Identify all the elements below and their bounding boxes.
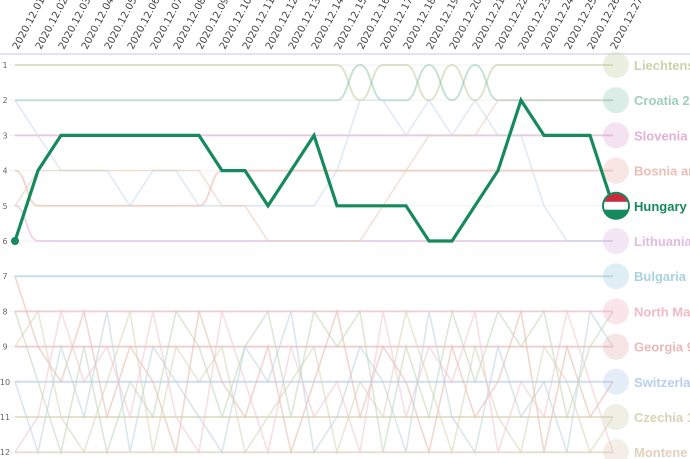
country-label-switzerland: Switzerla: [634, 375, 690, 390]
country-badge-lithuania: [603, 228, 629, 254]
rank-tick-label: 7: [2, 272, 7, 281]
rank-tick-label: 10: [0, 378, 10, 387]
country-label-georgia: Georgia 9: [634, 340, 690, 355]
background-series-layer: [14, 63, 614, 456]
country-label-lithuania: Lithuania: [634, 234, 690, 249]
background-line: [14, 308, 614, 456]
country-badge-north-macedonia: [603, 298, 629, 325]
country-badge-croatia: [603, 87, 629, 114]
country-label-north-macedonia: North Ma: [634, 304, 690, 319]
rank-tick-label: 11: [0, 413, 10, 422]
country-label-croatia: Croatia 2: [634, 93, 690, 108]
rank-tick-label: 5: [2, 202, 7, 211]
rank-tick-label: 8: [2, 307, 7, 316]
background-line: [14, 308, 614, 456]
series-line-croatia: [15, 63, 613, 102]
hungary-line: [13, 96, 615, 243]
rank-tick-label: 12: [0, 448, 10, 457]
country-badge-liechtenstein: [603, 52, 629, 78]
flag-stripe-white: [604, 201, 628, 210]
rank-tick-label: 3: [2, 131, 7, 140]
background-line: [14, 308, 614, 456]
country-label-liechtenstein: Liechtens: [634, 58, 690, 73]
country-label-slovenia: Slovenia: [634, 128, 688, 143]
background-line: [14, 275, 614, 456]
series-line-liechtenstein: [15, 63, 613, 102]
rank-tick-label: 2: [2, 96, 7, 105]
country-badge-montenegro: [603, 439, 629, 459]
rank-tick-label: 4: [2, 167, 7, 176]
country-badge-georgia: [603, 333, 629, 360]
country-badge-slovenia: [603, 122, 629, 149]
flag-stripe-red: [604, 193, 628, 202]
country-label-bulgaria: Bulgaria: [634, 269, 687, 284]
rank-tick-label: 6: [2, 237, 7, 246]
series-line-bosnia-and-herzegovina: [14, 169, 613, 207]
country-label-montenegro: Montene: [634, 445, 687, 459]
country-badge-bulgaria: [603, 263, 629, 290]
hungary-start-point: [11, 237, 19, 245]
background-line: [14, 99, 613, 242]
flag-stripe-green: [604, 209, 628, 218]
country-label-czechia: Czechia 1: [634, 410, 690, 425]
country-label-layer: Liechtens Croatia 2 Slovenia Bosnia ar Lithu…: [602, 52, 690, 459]
series-line-lithuania: [14, 204, 613, 242]
hungary-flag-icon: [604, 193, 628, 218]
background-line: [14, 98, 613, 242]
country-badge-czechia: [603, 404, 629, 430]
country-badge-switzerland: [603, 368, 629, 395]
country-label-hungary: Hungary: [634, 199, 688, 214]
highlight-series-layer: [11, 96, 615, 245]
rank-tick-label: 1: [2, 61, 7, 70]
country-label-bosnia-and-herzegovina: Bosnia ar: [634, 164, 690, 179]
country-badge-bosnia-and-herzegovina: [603, 157, 629, 184]
rank-tick-label: 9: [2, 343, 7, 352]
